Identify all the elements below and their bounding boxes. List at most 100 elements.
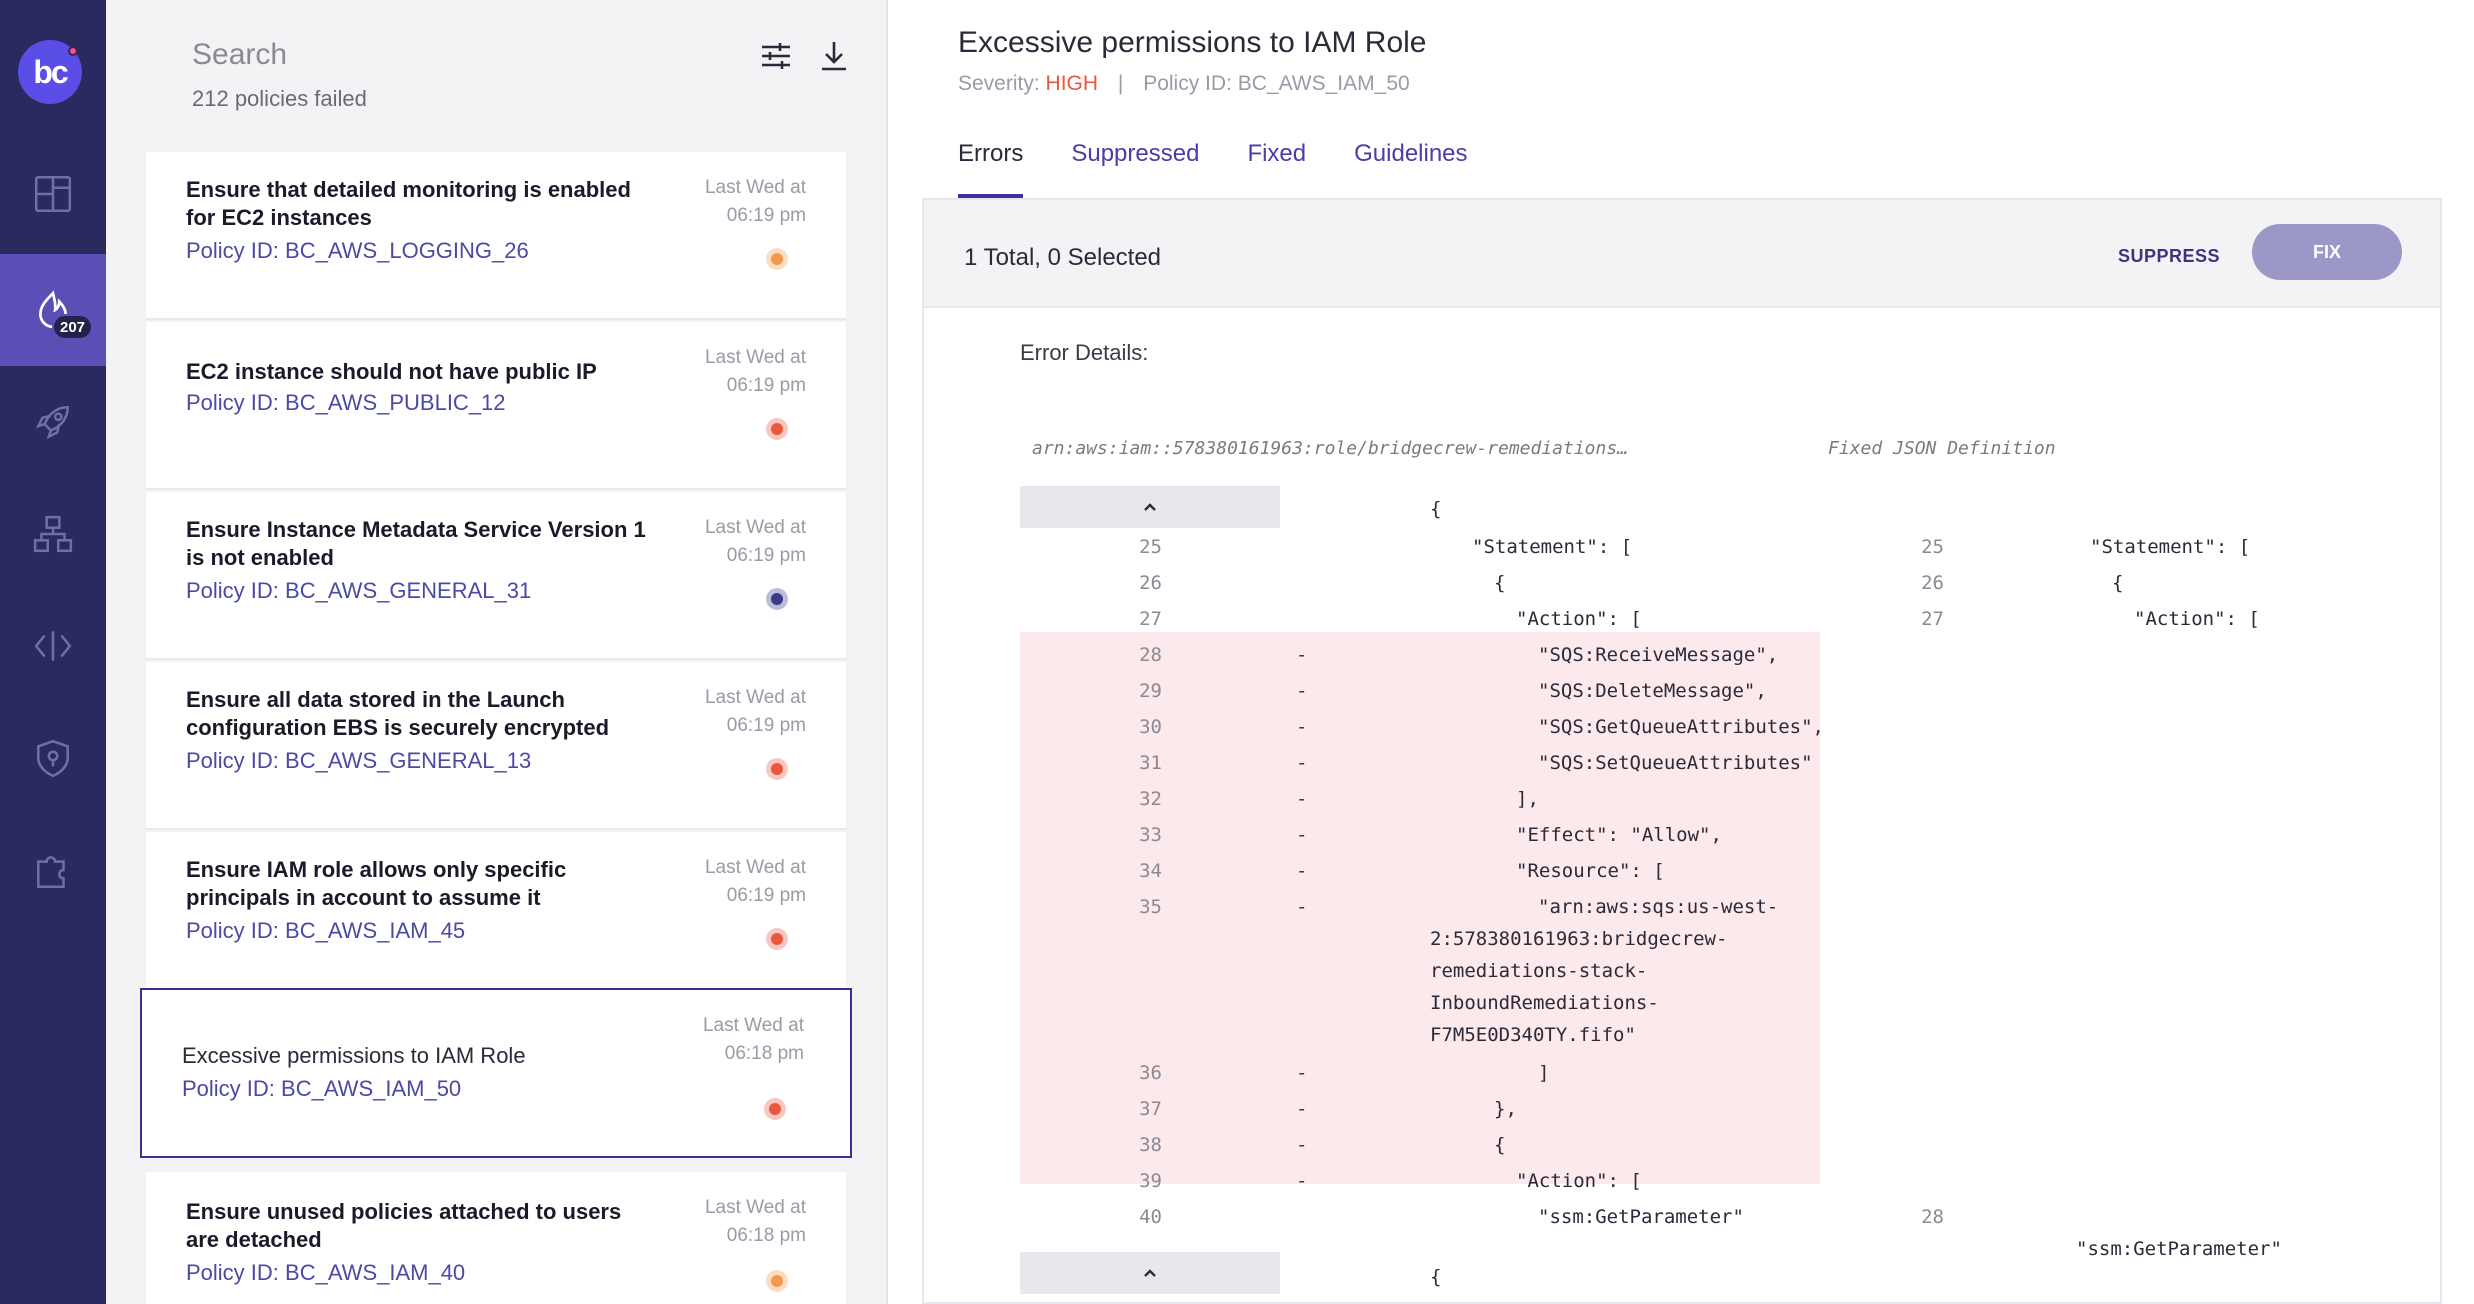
detail-title: Excessive permissions to IAM Role xyxy=(958,26,1427,59)
detail-policy-id: Policy ID: BC_AWS_IAM_50 xyxy=(1143,72,1410,95)
removed-marker: - xyxy=(1296,1098,1308,1120)
policy-title: Ensure all data stored in the Launch con… xyxy=(186,687,610,740)
policy-id: Policy ID: BC_AWS_IAM_50 xyxy=(182,1076,462,1101)
tab-errors[interactable]: Errors xyxy=(958,140,1024,200)
policy-card[interactable]: Ensure that detailed monitoring is enabl… xyxy=(146,152,846,320)
code-icon xyxy=(34,631,72,661)
nav-integrations[interactable] xyxy=(0,814,106,926)
line-number: 33 xyxy=(1139,824,1162,846)
line-number: 25 xyxy=(1921,536,1944,558)
expand-up-button[interactable] xyxy=(1020,486,1280,528)
incidents-icon xyxy=(39,290,67,329)
download-icon xyxy=(822,42,846,71)
policy-id: Policy ID: BC_AWS_GENERAL_13 xyxy=(186,748,532,773)
policy-title: Ensure unused policies attached to users… xyxy=(186,1199,622,1252)
fix-button[interactable]: FIX xyxy=(2252,224,2402,280)
code-line: F7M5E0D340TY.fifo" xyxy=(1430,1024,1636,1046)
code-line: ], xyxy=(1516,788,1539,810)
line-number: 34 xyxy=(1139,860,1162,882)
policy-time: Last Wed at 06:19 pm xyxy=(666,174,806,230)
line-number: 27 xyxy=(1139,608,1162,630)
code-line: { xyxy=(2112,572,2124,594)
filter-button[interactable] xyxy=(754,34,798,78)
time-line-2: 06:19 pm xyxy=(726,715,806,736)
code-line: "Statement": [ xyxy=(1472,536,1633,558)
code-line: "ssm:GetParameter" xyxy=(2076,1238,2282,1260)
code-line: "Action": [ xyxy=(2134,608,2260,630)
expand-up-button[interactable] xyxy=(1020,1252,1280,1294)
time-line-1: Last Wed at xyxy=(704,857,806,878)
meta-separator: | xyxy=(1117,72,1124,95)
policy-card[interactable]: Ensure unused policies attached to users… xyxy=(146,1172,846,1304)
severity-dot xyxy=(766,928,788,950)
line-number: 36 xyxy=(1139,1062,1162,1084)
nav-dashboard[interactable] xyxy=(0,138,106,250)
removed-lines-highlight xyxy=(1020,632,1820,1184)
sidebar: bc 207 xyxy=(0,0,106,1304)
tab-guidelines[interactable]: Guidelines xyxy=(1354,140,1468,167)
severity-dot xyxy=(766,418,788,440)
policy-time: Last Wed at 06:19 pm xyxy=(666,854,806,910)
code-line: "SQS:ReceiveMessage", xyxy=(1538,644,1779,666)
policy-id: Policy ID: BC_AWS_LOGGING_26 xyxy=(186,238,529,263)
nav-policies[interactable] xyxy=(0,702,106,814)
fixed-file-header: Fixed JSON Definition xyxy=(1828,438,2056,459)
code-line: "Action": [ xyxy=(1516,608,1642,630)
tab-suppressed[interactable]: Suppressed xyxy=(1071,140,1200,167)
policy-id: Policy ID: BC_AWS_PUBLIC_12 xyxy=(186,390,506,415)
selection-count: 1 Total, 0 Selected xyxy=(964,244,1162,271)
code-line: { xyxy=(1430,498,1442,520)
time-line-2: 06:19 pm xyxy=(726,885,806,906)
errors-box: 1 Total, 0 Selected SUPPRESS FIX Error D… xyxy=(922,198,2442,1304)
time-line-2: 06:19 pm xyxy=(726,205,806,226)
nav-resources[interactable] xyxy=(0,478,106,590)
removed-marker: - xyxy=(1296,896,1308,918)
code-line: }, xyxy=(1494,1098,1517,1120)
policy-title: Ensure IAM role allows only specific pri… xyxy=(186,857,567,910)
code-line: { xyxy=(1494,1134,1506,1156)
time-line-2: 06:18 pm xyxy=(724,1043,804,1064)
filter-icon xyxy=(762,43,790,69)
line-number: 28 xyxy=(1921,1206,1944,1228)
tab-fixed[interactable]: Fixed xyxy=(1247,140,1307,167)
policy-id: Policy ID: BC_AWS_IAM_45 xyxy=(186,918,466,943)
policy-title: Ensure that detailed monitoring is enabl… xyxy=(186,177,631,230)
search-input[interactable]: Search xyxy=(192,38,288,71)
download-button[interactable] xyxy=(812,34,856,78)
line-number: 29 xyxy=(1139,680,1162,702)
nav-deploy[interactable] xyxy=(0,366,106,478)
code-line: "SQS:GetQueueAttributes", xyxy=(1538,716,1824,738)
line-number: 30 xyxy=(1139,716,1162,738)
time-line-1: Last Wed at xyxy=(702,1015,804,1036)
removed-marker: - xyxy=(1296,1170,1308,1192)
policy-card[interactable]: Ensure all data stored in the Launch con… xyxy=(146,662,846,830)
code-line: "SQS:DeleteMessage", xyxy=(1538,680,1767,702)
hierarchy-icon xyxy=(33,515,73,553)
removed-marker: - xyxy=(1296,788,1308,810)
removed-marker: - xyxy=(1296,860,1308,882)
policy-card[interactable]: Ensure Instance Metadata Service Version… xyxy=(146,492,846,660)
removed-marker: - xyxy=(1296,1134,1308,1156)
suppress-button[interactable]: SUPPRESS xyxy=(2117,246,2220,266)
error-details-label: Error Details: xyxy=(1020,340,1149,365)
line-number: 25 xyxy=(1139,536,1162,558)
line-number: 40 xyxy=(1139,1206,1162,1228)
detail-tabs: Errors Suppressed Fixed Guidelines xyxy=(958,140,1516,200)
nav-incidents[interactable]: 207 xyxy=(0,254,106,366)
policy-card-selected[interactable]: Excessive permissions to IAM Role Policy… xyxy=(140,988,852,1158)
code-line: { xyxy=(1494,572,1506,594)
severity-dot xyxy=(766,1270,788,1292)
line-number: 35 xyxy=(1139,896,1162,918)
code-line: 2:578380161963:bridgecrew- xyxy=(1430,928,1728,950)
nav-code[interactable] xyxy=(0,590,106,702)
removed-marker: - xyxy=(1296,644,1308,666)
bridgecrew-logo[interactable]: bc xyxy=(18,40,82,104)
policy-card[interactable]: EC2 instance should not have public IP P… xyxy=(146,322,846,490)
chevron-up-icon xyxy=(1144,503,1156,511)
code-line: "Resource": [ xyxy=(1516,860,1665,882)
policy-card[interactable]: Ensure IAM role allows only specific pri… xyxy=(146,832,846,1000)
policy-time: Last Wed at 06:19 pm xyxy=(666,684,806,740)
line-number: 26 xyxy=(1921,572,1944,594)
line-number: 32 xyxy=(1139,788,1162,810)
code-line: "SQS:SetQueueAttributes" xyxy=(1538,752,1813,774)
